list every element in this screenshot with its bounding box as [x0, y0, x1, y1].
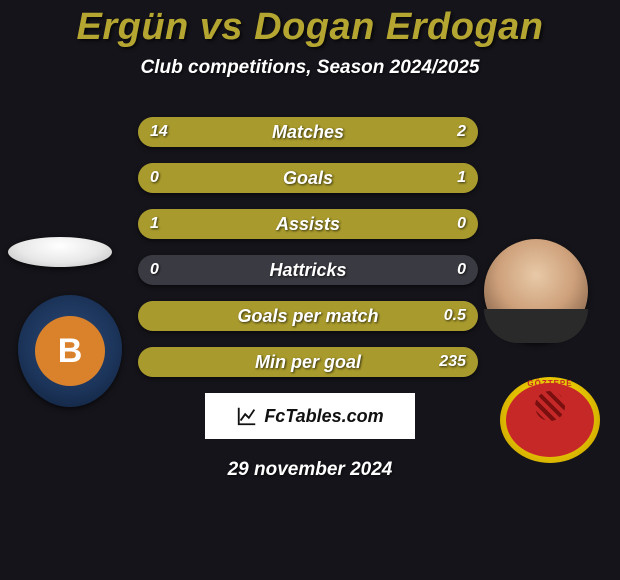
player-right-club-badge: GÖZTEPE	[500, 377, 600, 463]
subtitle: Club competitions, Season 2024/2025	[0, 57, 620, 79]
stat-value-left: 1	[150, 209, 159, 239]
club-badge-letter: B	[58, 332, 83, 371]
stat-label: Hattricks	[138, 255, 478, 285]
stat-value-right: 1	[457, 163, 466, 193]
stat-value-right: 0	[457, 209, 466, 239]
stat-row: Min per goal235	[138, 347, 478, 377]
stat-label: Goals	[138, 163, 478, 193]
player-left-club-badge: B	[18, 295, 122, 407]
club-badge-ring	[506, 383, 594, 457]
stat-row: Hattricks0 0	[138, 255, 478, 285]
watermark-text: FcTables.com	[264, 406, 383, 427]
stat-row: Goals0 1	[138, 163, 478, 193]
stat-value-right: 0.5	[444, 301, 466, 331]
stat-row: Assists1 0	[138, 209, 478, 239]
club-badge-inner: B	[35, 316, 105, 386]
stat-label: Matches	[138, 117, 478, 147]
watermark: FcTables.com	[205, 393, 415, 439]
stat-value-right: 235	[439, 347, 466, 377]
stat-row: Matches14 2	[138, 117, 478, 147]
stat-value-right: 2	[457, 117, 466, 147]
stats-area: B GÖZTEPE Matches142Goals01Assists10Hatt…	[0, 117, 620, 377]
stat-row: Goals per match0.5	[138, 301, 478, 331]
stat-label: Goals per match	[138, 301, 478, 331]
stat-value-right: 0	[457, 255, 466, 285]
comparison-card: Ergün vs Dogan Erdogan Club competitions…	[0, 0, 620, 481]
date: 29 november 2024	[0, 459, 620, 481]
stats-icon	[236, 405, 258, 427]
page-title: Ergün vs Dogan Erdogan	[0, 0, 620, 49]
player-left-avatar	[8, 237, 112, 267]
stat-label: Assists	[138, 209, 478, 239]
stat-value-left: 14	[150, 117, 168, 147]
stat-value-left: 0	[150, 163, 159, 193]
stat-value-left: 0	[150, 255, 159, 285]
player-right-avatar	[484, 239, 588, 343]
stat-bars: Matches142Goals01Assists10Hattricks00Goa…	[138, 117, 478, 377]
stat-label: Min per goal	[138, 347, 478, 377]
